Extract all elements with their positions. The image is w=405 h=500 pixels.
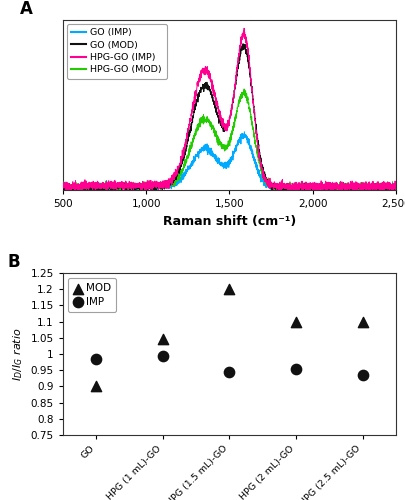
HPG-GO (MOD) bbox=[392, 187, 397, 193]
IMP bbox=[358, 371, 365, 379]
GO (MOD) bbox=[350, 183, 355, 189]
Line: HPG-GO (IMP): HPG-GO (IMP) bbox=[63, 28, 395, 193]
HPG-GO (IMP) bbox=[60, 181, 65, 187]
GO (MOD) bbox=[98, 186, 103, 192]
IMP bbox=[226, 368, 232, 376]
Line: GO (MOD): GO (MOD) bbox=[63, 44, 395, 193]
GO (MOD) bbox=[386, 183, 391, 189]
Legend: MOD, IMP: MOD, IMP bbox=[68, 278, 116, 312]
HPG-GO (IMP) bbox=[118, 183, 123, 189]
HPG-GO (MOD) bbox=[98, 183, 103, 189]
HPG-GO (IMP) bbox=[367, 190, 372, 196]
X-axis label: Raman shift (cm⁻¹): Raman shift (cm⁻¹) bbox=[162, 214, 295, 228]
GO (MOD) bbox=[86, 190, 91, 196]
MOD bbox=[226, 285, 232, 293]
HPG-GO (MOD) bbox=[118, 186, 123, 192]
GO (IMP) bbox=[98, 186, 103, 192]
Line: HPG-GO (MOD): HPG-GO (MOD) bbox=[63, 89, 395, 193]
MOD bbox=[93, 382, 99, 390]
GO (MOD) bbox=[240, 41, 245, 47]
GO (IMP) bbox=[350, 186, 355, 192]
HPG-GO (MOD) bbox=[241, 86, 246, 92]
IMP bbox=[93, 355, 99, 363]
HPG-GO (IMP) bbox=[241, 25, 246, 31]
HPG-GO (MOD) bbox=[350, 186, 355, 192]
GO (MOD) bbox=[60, 184, 65, 190]
GO (MOD) bbox=[188, 126, 193, 132]
HPG-GO (MOD) bbox=[386, 186, 391, 192]
GO (IMP) bbox=[188, 164, 192, 170]
IMP bbox=[292, 364, 298, 372]
HPG-GO (IMP) bbox=[98, 181, 103, 187]
MOD bbox=[358, 318, 365, 326]
GO (MOD) bbox=[392, 184, 397, 190]
GO (IMP) bbox=[202, 146, 207, 152]
HPG-GO (IMP) bbox=[392, 185, 397, 191]
GO (IMP) bbox=[392, 181, 397, 187]
GO (IMP) bbox=[386, 188, 391, 194]
GO (IMP) bbox=[60, 185, 65, 191]
IMP bbox=[159, 352, 166, 360]
MOD bbox=[292, 318, 298, 326]
GO (MOD) bbox=[118, 184, 123, 190]
HPG-GO (MOD) bbox=[60, 178, 65, 184]
HPG-GO (IMP) bbox=[188, 116, 192, 121]
GO (MOD) bbox=[202, 84, 207, 90]
HPG-GO (MOD) bbox=[136, 190, 141, 196]
Text: A: A bbox=[19, 0, 32, 18]
Legend: GO (IMP), GO (MOD), HPG-GO (IMP), HPG-GO (MOD): GO (IMP), GO (MOD), HPG-GO (IMP), HPG-GO… bbox=[66, 24, 166, 79]
HPG-GO (IMP) bbox=[350, 183, 355, 189]
HPG-GO (MOD) bbox=[202, 116, 207, 122]
GO (IMP) bbox=[241, 129, 246, 135]
HPG-GO (IMP) bbox=[386, 180, 391, 186]
GO (IMP) bbox=[292, 190, 297, 196]
Line: GO (IMP): GO (IMP) bbox=[63, 132, 395, 193]
Y-axis label: $I_D/I_G$ ratio: $I_D/I_G$ ratio bbox=[11, 327, 25, 381]
GO (IMP) bbox=[118, 186, 123, 192]
HPG-GO (IMP) bbox=[202, 66, 207, 72]
MOD bbox=[159, 336, 166, 344]
Text: B: B bbox=[8, 254, 21, 272]
HPG-GO (MOD) bbox=[188, 146, 193, 152]
